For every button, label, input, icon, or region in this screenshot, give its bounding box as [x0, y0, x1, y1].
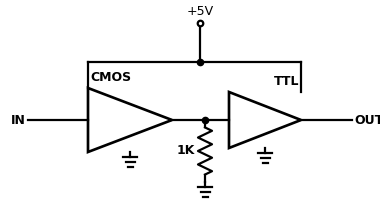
Text: OUT: OUT	[354, 113, 380, 127]
Text: CMOS: CMOS	[90, 71, 131, 84]
Text: IN: IN	[11, 113, 26, 127]
Text: 1K: 1K	[177, 145, 195, 157]
Text: +5V: +5V	[187, 5, 214, 18]
Text: TTL: TTL	[274, 75, 299, 88]
